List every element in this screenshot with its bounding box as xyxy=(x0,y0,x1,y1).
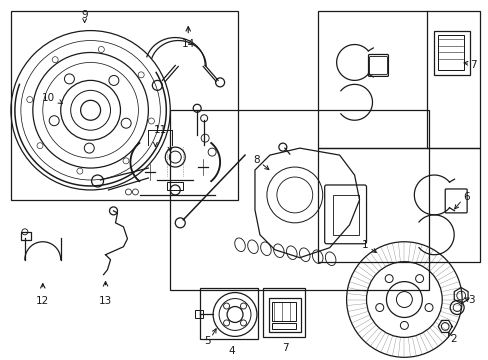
Bar xyxy=(195,310,203,319)
Bar xyxy=(263,288,304,337)
Bar xyxy=(21,232,31,240)
Text: 13: 13 xyxy=(99,296,112,306)
Text: 1: 1 xyxy=(362,240,368,250)
Bar xyxy=(11,11,238,200)
Text: 8: 8 xyxy=(253,155,260,165)
Bar xyxy=(167,182,183,190)
Text: 6: 6 xyxy=(462,192,468,202)
Bar xyxy=(268,298,300,332)
Text: 2: 2 xyxy=(449,334,456,345)
Text: 10: 10 xyxy=(42,93,55,103)
Bar xyxy=(271,302,295,321)
Bar xyxy=(200,288,258,339)
Bar xyxy=(433,31,469,75)
Text: 9: 9 xyxy=(81,10,88,20)
Bar xyxy=(332,195,358,235)
Text: 4: 4 xyxy=(228,346,235,356)
Text: 14: 14 xyxy=(181,39,194,49)
Bar xyxy=(317,148,479,262)
Bar xyxy=(317,11,479,148)
Bar xyxy=(437,35,463,71)
Bar xyxy=(170,110,428,289)
Text: 12: 12 xyxy=(36,296,49,306)
Text: 7: 7 xyxy=(282,343,288,354)
Text: 7: 7 xyxy=(469,60,475,71)
Text: 5: 5 xyxy=(203,336,210,346)
Bar xyxy=(271,323,295,329)
Text: 3: 3 xyxy=(467,294,473,305)
Text: 11: 11 xyxy=(153,125,166,135)
